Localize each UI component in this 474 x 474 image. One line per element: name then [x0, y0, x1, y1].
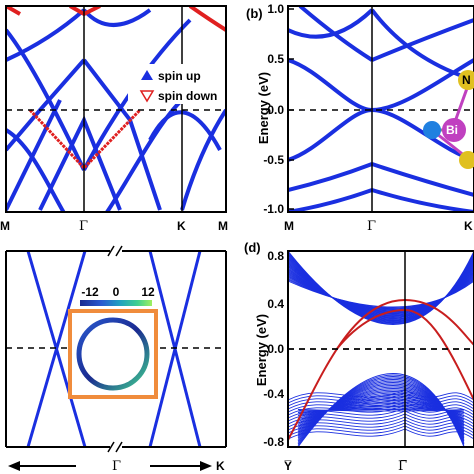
- crystal-structure-inset: N Bi: [423, 70, 474, 169]
- x-tick-b-M: M: [284, 219, 294, 233]
- y-tick-d-1: 0.8: [267, 249, 284, 263]
- x-tick-a-M2: M: [218, 219, 228, 233]
- atom-label-Bi: Bi: [446, 123, 458, 137]
- colorbar: [80, 300, 152, 306]
- arrow-left-icon: [8, 461, 20, 471]
- bulk-band-upper: [288, 280, 474, 308]
- y-tick-d-5: -0.8: [263, 435, 284, 449]
- panel-c: -12 0 12 Γ K: [5, 245, 227, 474]
- x-label-c-gamma: Γ: [112, 459, 121, 474]
- n-atom-top-icon: [458, 70, 474, 90]
- x-label-c-K: K: [216, 459, 225, 473]
- x-tick-d-Y: Y̅: [284, 459, 292, 473]
- x-tick-d-gamma: Γ̅: [398, 459, 407, 474]
- side-atom-icon: [423, 121, 441, 139]
- legend-a: spin up spin down: [128, 64, 224, 104]
- colorbar-tick-min: -12: [81, 285, 99, 299]
- panel-b-bands: [288, 6, 474, 212]
- colorbar-tick-max: 12: [141, 285, 155, 299]
- y-tick-b-4: -0.5: [263, 153, 284, 167]
- spin-ring: [76, 317, 150, 391]
- spin-texture-inset: -12 0 12: [68, 285, 158, 399]
- y-tick-b-3: 0.0: [267, 103, 284, 117]
- bi-atom-icon: [442, 118, 466, 142]
- panel-tag-b: (b): [246, 6, 263, 21]
- ylabel-d: Energy (eV): [254, 314, 269, 386]
- y-tick-b-1: 1.0: [267, 2, 284, 16]
- panel-tag-d: (d): [244, 240, 261, 255]
- panel-a-bands: [6, 6, 226, 212]
- spin-up-marker-icon: [141, 70, 153, 80]
- panel-a: M Γ K M spin up spin down: [0, 5, 228, 234]
- y-tick-d-2: 0.4: [267, 297, 284, 311]
- panel-d: (d) Energy (eV) 0.8 0.4 0.0 -0.4 -0.8 Y̅…: [244, 240, 474, 474]
- axis-break-bottom-icon: [107, 441, 115, 453]
- y-tick-d-3: 0.0: [267, 342, 284, 356]
- ylabel-b: Energy (eV): [256, 72, 271, 144]
- y-tick-b-5: -1.0: [263, 202, 284, 216]
- x-tick-b-gamma: Γ: [367, 219, 376, 234]
- legend-spin-down: spin down: [158, 89, 217, 103]
- x-tick-a-K: K: [177, 219, 186, 233]
- x-tick-a-gamma: Γ: [79, 219, 88, 234]
- arrow-right-icon: [200, 461, 212, 471]
- y-tick-d-4: -0.4: [263, 387, 284, 401]
- colorbar-tick-mid: 0: [113, 285, 120, 299]
- axis-break-top-icon: [107, 245, 115, 257]
- legend-spin-up: spin up: [158, 69, 201, 83]
- x-tick-a-M1: M: [0, 219, 10, 233]
- n-atom-bottom-icon: [459, 151, 474, 169]
- spin-down-marker-icon: [139, 90, 155, 103]
- inset-frame: [68, 309, 158, 399]
- x-tick-b-K: K: [464, 219, 473, 233]
- y-tick-b-2: 0.5: [267, 52, 284, 66]
- atom-label-N: N: [462, 73, 471, 87]
- panel-c-edges: [26, 251, 202, 447]
- bulk-band-lower: [297, 409, 465, 412]
- edge-state-1: [288, 298, 474, 441]
- panel-b: (b) Energy (eV) 1.0 0.5 0.0 -0.5 -1.0: [246, 2, 474, 234]
